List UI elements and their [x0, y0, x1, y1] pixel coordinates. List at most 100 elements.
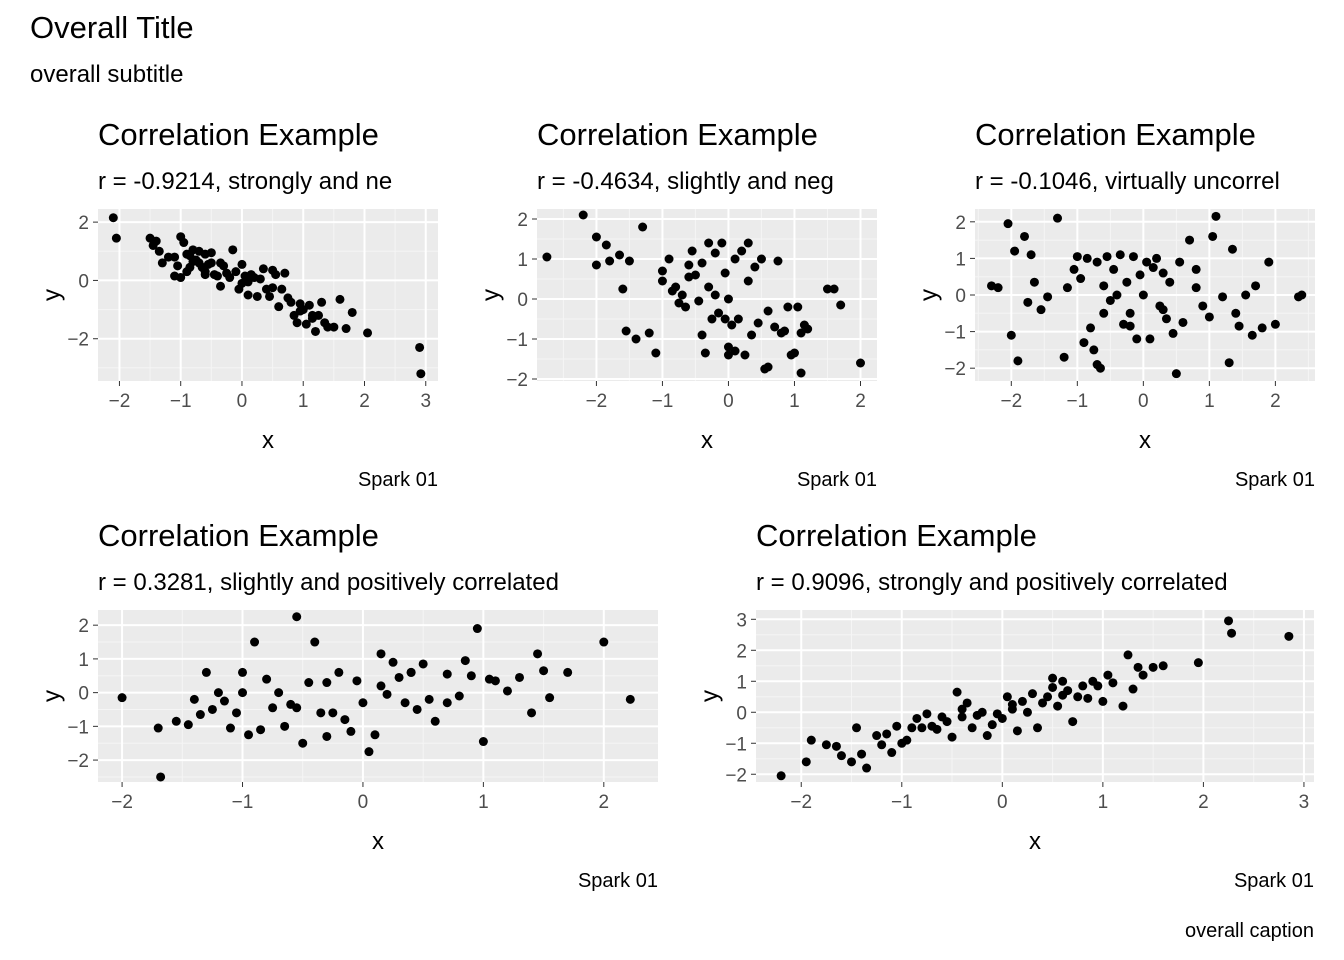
chart-caption: Spark 01	[797, 469, 877, 491]
data-point	[727, 320, 737, 330]
data-point	[710, 290, 720, 300]
chart-caption: Spark 01	[1235, 469, 1315, 491]
data-point	[1191, 264, 1201, 274]
data-point	[917, 723, 927, 733]
data-point	[277, 284, 287, 294]
data-point	[1122, 277, 1132, 287]
data-point	[1175, 257, 1185, 267]
x-tick-label: −1	[652, 391, 674, 412]
data-point	[1185, 235, 1195, 245]
data-point	[340, 715, 350, 725]
data-point	[1211, 211, 1221, 221]
data-point	[615, 250, 625, 260]
overall-caption: overall caption	[1185, 920, 1314, 942]
y-tick-label: 3	[736, 610, 747, 631]
data-point	[255, 274, 265, 284]
data-point	[376, 649, 386, 659]
x-tick-label: 0	[237, 391, 248, 412]
panel-background	[98, 610, 658, 782]
data-point	[723, 342, 733, 352]
data-point	[1022, 707, 1032, 717]
data-point	[280, 721, 290, 731]
data-point	[200, 267, 210, 277]
overall-title: Overall Title	[30, 10, 194, 45]
data-point	[1148, 263, 1158, 273]
data-point	[316, 708, 326, 718]
x-tick-label: −2	[109, 391, 131, 412]
y-tick-label: 2	[78, 616, 89, 637]
chart-title: Correlation Example	[98, 518, 379, 553]
data-point	[1123, 650, 1133, 660]
data-point	[1128, 252, 1138, 262]
data-point	[962, 698, 972, 708]
x-tick-label: 2	[359, 391, 370, 412]
data-point	[1165, 277, 1175, 287]
data-point	[207, 704, 217, 714]
data-point	[644, 328, 654, 338]
data-point	[967, 723, 977, 733]
x-tick-label: 0	[358, 792, 369, 813]
y-tick-label: −2	[506, 370, 528, 391]
data-point	[605, 256, 615, 266]
data-point	[244, 730, 254, 740]
data-point	[1003, 219, 1013, 229]
data-point	[1158, 661, 1168, 671]
data-point	[108, 213, 118, 223]
data-point	[700, 348, 710, 358]
data-point	[1125, 321, 1135, 331]
data-point	[697, 330, 707, 340]
data-point	[997, 713, 1007, 723]
data-point	[280, 268, 290, 278]
data-point	[621, 326, 631, 336]
y-tick-label: 0	[78, 271, 89, 292]
data-point	[657, 276, 667, 286]
data-point	[1138, 290, 1148, 300]
data-point	[638, 222, 648, 232]
data-point	[704, 238, 714, 248]
data-point	[1023, 297, 1033, 307]
y-tick-label: 2	[517, 210, 528, 231]
data-point	[1029, 277, 1039, 287]
y-tick-label: −1	[506, 330, 528, 351]
data-point	[151, 236, 161, 246]
data-point	[1002, 692, 1012, 702]
data-point	[1241, 290, 1251, 300]
data-point	[912, 713, 922, 723]
data-point	[687, 246, 697, 256]
data-point	[591, 232, 601, 242]
data-point	[982, 731, 992, 741]
data-point	[763, 362, 773, 372]
data-point	[563, 667, 573, 677]
data-point	[225, 273, 235, 283]
data-point	[697, 258, 707, 268]
chart-subtitle: r = -0.4634, slightly and neg	[537, 168, 834, 195]
data-point	[664, 254, 674, 264]
data-point	[1132, 334, 1142, 344]
data-point	[743, 238, 753, 248]
data-point	[1125, 308, 1135, 318]
data-point	[219, 261, 229, 271]
data-point	[256, 725, 266, 735]
data-point	[857, 749, 867, 759]
data-point	[1193, 658, 1203, 668]
data-point	[1062, 283, 1072, 293]
data-point	[872, 731, 882, 741]
chart-title: Correlation Example	[98, 117, 379, 152]
data-point	[243, 290, 253, 300]
data-point	[801, 757, 811, 767]
data-point	[892, 721, 902, 731]
data-point	[1092, 257, 1102, 267]
x-axis-label: x	[372, 828, 384, 855]
data-point	[957, 712, 967, 722]
x-tick-label: 2	[1270, 391, 1281, 412]
data-point	[490, 676, 500, 686]
data-point	[539, 666, 549, 676]
data-point	[684, 272, 694, 282]
data-point	[1284, 631, 1294, 641]
data-point	[836, 300, 846, 310]
chart-caption: Spark 01	[358, 469, 438, 491]
data-point	[1148, 662, 1158, 672]
overall-subtitle: overall subtitle	[30, 61, 184, 88]
data-point	[674, 298, 684, 308]
data-point	[796, 368, 806, 378]
